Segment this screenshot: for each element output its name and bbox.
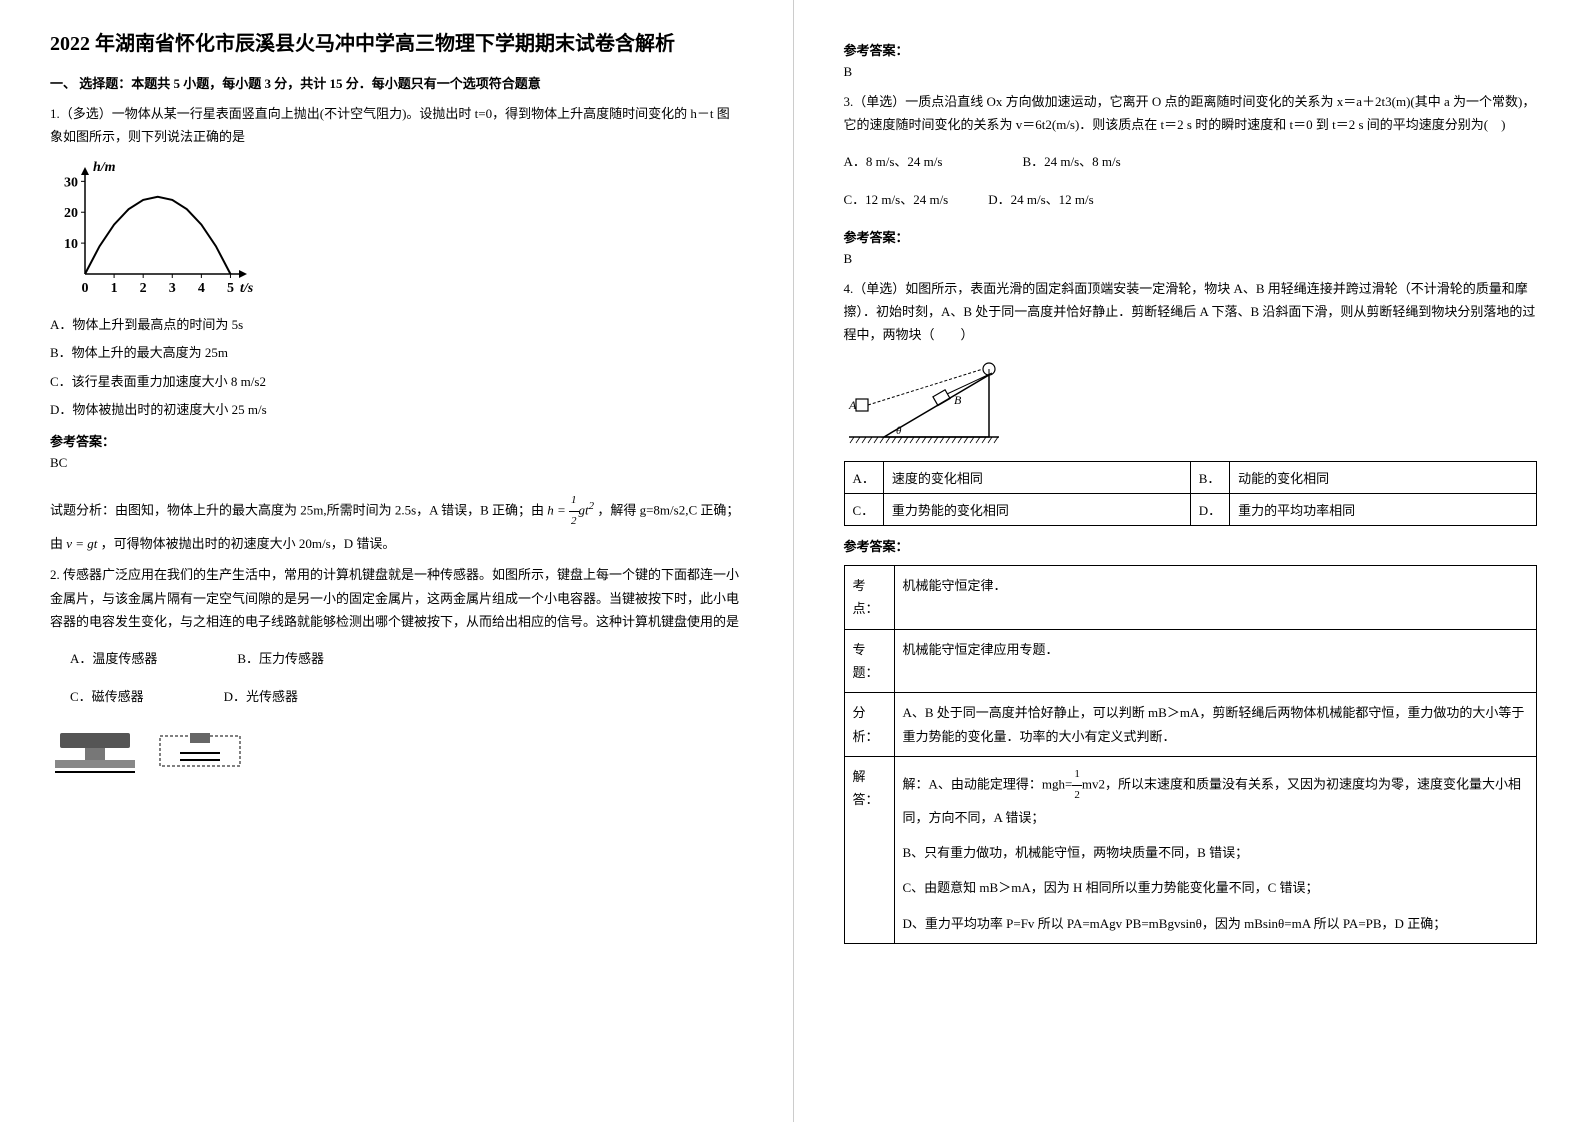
- q1-analysis: 试题分析：由图知，物体上升的最大高度为 25m,所需时间为 2.5s，A 错误，…: [50, 491, 743, 555]
- analysis-row2-label: 专题：: [844, 629, 894, 693]
- q4-stem: 4.（单选）如图所示，表面光滑的固定斜面顶端安装一定滑轮，物块 A、B 用轻绳连…: [844, 277, 1538, 347]
- q4-cell-c-text: 重力势能的变化相同: [883, 493, 1190, 525]
- row4-text-d: D、重力平均功率 P=Fv 所以 PA=mAgv PB=mBgvsinθ，因为 …: [903, 912, 1529, 935]
- q2-options-row2: C．磁传感器 D．光传感器: [70, 680, 743, 713]
- q4-cell-a-text: 速度的变化相同: [883, 461, 1190, 493]
- row4-text-c: C、由题意知 mB＞mA，因为 H 相同所以重力势能变化量不同，C 错误；: [903, 876, 1529, 899]
- svg-text:t/s: t/s: [240, 281, 254, 296]
- svg-text:θ: θ: [896, 425, 902, 437]
- q4-cell-d-text: 重力的平均功率相同: [1230, 493, 1537, 525]
- q3-answer: B: [844, 251, 1538, 267]
- q1-option-b: B．物体上升的最大高度为 25m: [50, 341, 743, 364]
- svg-text:30: 30: [64, 175, 78, 190]
- q1-chart: 10 20 30 0 1 2 3 4 5 h/m t/s: [50, 159, 743, 303]
- svg-text:A: A: [848, 398, 857, 412]
- q1-formula2: v = gt: [66, 536, 97, 551]
- q3-option-b: B．24 m/s、8 m/s: [1022, 150, 1120, 173]
- q1-analysis-part3: ，可得物体被抛出时的初速度大小 20m/s，D 错误。: [101, 536, 396, 551]
- q2-stem: 2. 传感器广泛应用在我们的生产生活中，常用的计算机键盘就是一种传感器。如图所示…: [50, 563, 743, 633]
- q4-cell-d-label: D．: [1190, 493, 1229, 525]
- q3-stem: 3.（单选）一质点沿直线 Ox 方向做加速运动，它离开 O 点的距离随时间变化的…: [844, 90, 1538, 137]
- svg-text:10: 10: [64, 237, 78, 252]
- right-column: 参考答案： B 3.（单选）一质点沿直线 Ox 方向做加速运动，它离开 O 点的…: [794, 0, 1587, 1122]
- q2-option-d: D．光传感器: [224, 685, 298, 708]
- analysis-row1-text: 机械能守恒定律．: [894, 565, 1537, 629]
- row4-text-a: 解：A、由动能定理得：mgh=: [903, 776, 1073, 791]
- q1-formula1: h = 12gt2: [547, 491, 594, 532]
- q2-options-row1: A．温度传感器 B．压力传感器: [70, 642, 743, 675]
- keyboard-diagram: [50, 728, 743, 782]
- svg-text:B: B: [954, 393, 962, 407]
- q1-stem: 1.（多选）一物体从某一行星表面竖直向上抛出(不计空气阻力)。设抛出时 t=0，…: [50, 102, 743, 149]
- q4-cell-a-label: A．: [844, 461, 883, 493]
- q1-option-d: D．物体被抛出时的初速度大小 25 m/s: [50, 398, 743, 421]
- svg-text:5: 5: [227, 281, 234, 296]
- q4-cell-b-text: 动能的变化相同: [1230, 461, 1537, 493]
- analysis-row3-text: A、B 处于同一高度并恰好静止，可以判断 mB＞mA，剪断轻绳后两物体机械能都守…: [894, 693, 1537, 757]
- q3-options-row1: A．8 m/s、24 m/s B．24 m/s、8 m/s: [844, 145, 1538, 178]
- left-column: 2022 年湖南省怀化市辰溪县火马冲中学高三物理下学期期末试卷含解析 一、 选择…: [0, 0, 794, 1122]
- q4-cell-b-label: B．: [1190, 461, 1229, 493]
- svg-text:3: 3: [169, 281, 176, 296]
- section1-header: 一、 选择题：本题共 5 小题，每小题 3 分，共计 15 分．每小题只有一个选…: [50, 73, 743, 92]
- q1-answer-label: 参考答案：: [50, 431, 743, 450]
- svg-text:1: 1: [111, 281, 118, 296]
- svg-text:0: 0: [82, 281, 89, 296]
- analysis-row4-text: 解：A、由动能定理得：mgh=12mv2，所以末速度和质量没有关系，又因为初速度…: [894, 757, 1537, 944]
- svg-text:2: 2: [140, 281, 147, 296]
- q1-answer: BC: [50, 455, 743, 471]
- svg-text:20: 20: [64, 206, 78, 221]
- q2-option-b: B．压力传感器: [237, 647, 324, 670]
- analysis-row1-label: 考点：: [844, 565, 894, 629]
- q1-option-c: C．该行星表面重力加速度大小 8 m/s2: [50, 370, 743, 393]
- analysis-row4-label: 解答：: [844, 757, 894, 944]
- q4-options-table: A． 速度的变化相同 B． 动能的变化相同 C． 重力势能的变化相同 D． 重力…: [844, 461, 1538, 526]
- q3-answer-label: 参考答案：: [844, 227, 1538, 246]
- q3-option-a: A．8 m/s、24 m/s: [844, 150, 943, 173]
- q1-analysis-part1: 试题分析：由图知，物体上升的最大高度为 25m,所需时间为 2.5s，A 错误，…: [50, 503, 544, 518]
- q1-option-a: A．物体上升到最高点的时间为 5s: [50, 313, 743, 336]
- q4-analysis-table: 考点： 机械能守恒定律． 专题： 机械能守恒定律应用专题． 分析： A、B 处于…: [844, 565, 1538, 945]
- row4-text-b: B、只有重力做功，机械能守恒，两物块质量不同，B 错误；: [903, 841, 1529, 864]
- q4-cell-c-label: C．: [844, 493, 883, 525]
- fraction-icon: 12: [1072, 765, 1082, 806]
- q2-option-a: A．温度传感器: [70, 647, 157, 670]
- svg-text:4: 4: [198, 281, 205, 296]
- analysis-row2-text: 机械能守恒定律应用专题．: [894, 629, 1537, 693]
- q2-option-c: C．磁传感器: [70, 685, 144, 708]
- page-container: 2022 年湖南省怀化市辰溪县火马冲中学高三物理下学期期末试卷含解析 一、 选择…: [0, 0, 1587, 1122]
- q2-answer: B: [844, 64, 1538, 80]
- q3-option-c: C．12 m/s、24 m/s: [844, 188, 949, 211]
- exam-title: 2022 年湖南省怀化市辰溪县火马冲中学高三物理下学期期末试卷含解析: [50, 30, 743, 58]
- q4-answer-label: 参考答案：: [844, 536, 1538, 555]
- q4-diagram: A Bθ: [844, 357, 1538, 451]
- svg-text:h/m: h/m: [93, 160, 116, 175]
- q3-options-row2: C．12 m/s、24 m/s D．24 m/s、12 m/s: [844, 183, 1538, 216]
- q3-option-d: D．24 m/s、12 m/s: [988, 188, 1093, 211]
- analysis-row3-label: 分析：: [844, 693, 894, 757]
- q2-answer-label: 参考答案：: [844, 40, 1538, 59]
